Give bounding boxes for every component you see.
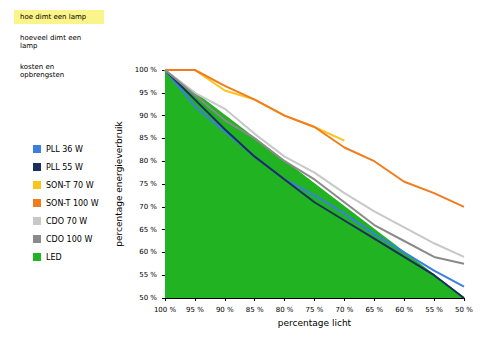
svg-text:100 %: 100 %: [135, 66, 158, 74]
svg-text:65 %: 65 %: [139, 226, 157, 234]
svg-text:75 %: 75 %: [139, 180, 157, 188]
svg-text:85 %: 85 %: [139, 134, 157, 142]
svg-text:65 %: 65 %: [365, 306, 383, 314]
svg-text:60 %: 60 %: [139, 248, 157, 256]
svg-text:70 %: 70 %: [336, 306, 354, 314]
svg-text:90 %: 90 %: [216, 306, 234, 314]
html-text:hoeveel dimt een lamp: hoeveel dimt een lamp: [20, 34, 82, 50]
html-text:hoe dimt een lamp: hoe dimt een lamp: [20, 13, 87, 21]
svg-text:85 %: 85 %: [246, 306, 264, 314]
svg-text:60 %: 60 %: [395, 306, 413, 314]
svg-text:50 %: 50 %: [455, 306, 473, 314]
svg-text:80 %: 80 %: [276, 306, 294, 314]
svg-text:percentage licht: percentage licht: [278, 318, 352, 328]
svg-text:75 %: 75 %: [306, 306, 324, 314]
svg-text:80 %: 80 %: [139, 157, 157, 165]
svg-text:percentage energieverbruik: percentage energieverbruik: [114, 120, 124, 246]
svg-text:55 %: 55 %: [425, 306, 443, 314]
svg-text:100 %: 100 %: [154, 306, 177, 314]
svg-text:LED: LED: [46, 253, 62, 262]
svg-text:PLL 36 W: PLL 36 W: [46, 145, 83, 154]
svg-text:55 %: 55 %: [139, 271, 157, 279]
svg-text:95 %: 95 %: [186, 306, 204, 314]
svg-text:70 %: 70 %: [139, 203, 157, 211]
svg-text:CDO 70 W: CDO 70 W: [46, 217, 87, 226]
svg-text:95 %: 95 %: [139, 89, 157, 97]
svg-text:SON-T 100 W: SON-T 100 W: [46, 199, 99, 208]
svg-text:PLL 55 W: PLL 55 W: [46, 163, 83, 172]
svg-text:SON-T 70 W: SON-T 70 W: [46, 181, 94, 190]
svg-text:50 %: 50 %: [139, 294, 157, 302]
svg-text:90 %: 90 %: [139, 112, 157, 120]
svg-text:CDO 100 W: CDO 100 W: [46, 235, 92, 244]
html-text:kosten en opbrengsten: kosten en opbrengsten: [20, 63, 65, 79]
